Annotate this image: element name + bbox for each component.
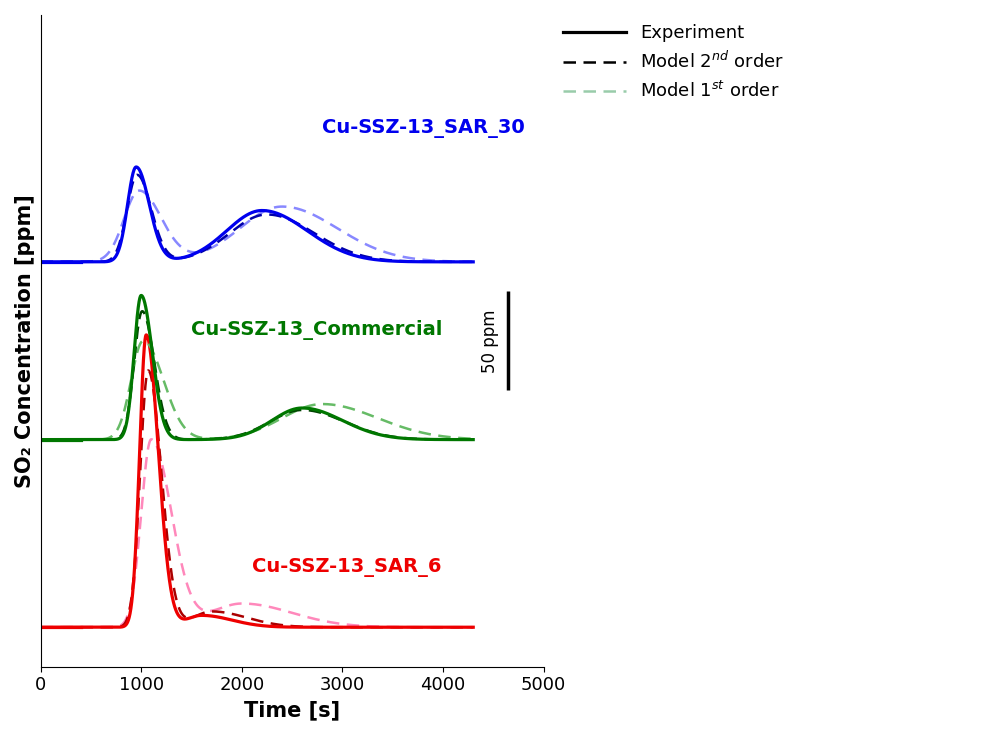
Text: 50 ppm: 50 ppm <box>482 309 499 373</box>
Y-axis label: SO₂ Concentration [ppm]: SO₂ Concentration [ppm] <box>15 194 35 488</box>
Text: Cu-SSZ-13_Commercial: Cu-SSZ-13_Commercial <box>191 320 442 340</box>
X-axis label: Time [s]: Time [s] <box>244 700 340 720</box>
Text: Cu-SSZ-13_SAR_30: Cu-SSZ-13_SAR_30 <box>323 120 525 138</box>
Text: Cu-SSZ-13_SAR_6: Cu-SSZ-13_SAR_6 <box>252 558 441 577</box>
Legend: Experiment, Model 2$^{nd}$ order, Model 1$^{st}$ order: Experiment, Model 2$^{nd}$ order, Model … <box>563 24 784 101</box>
